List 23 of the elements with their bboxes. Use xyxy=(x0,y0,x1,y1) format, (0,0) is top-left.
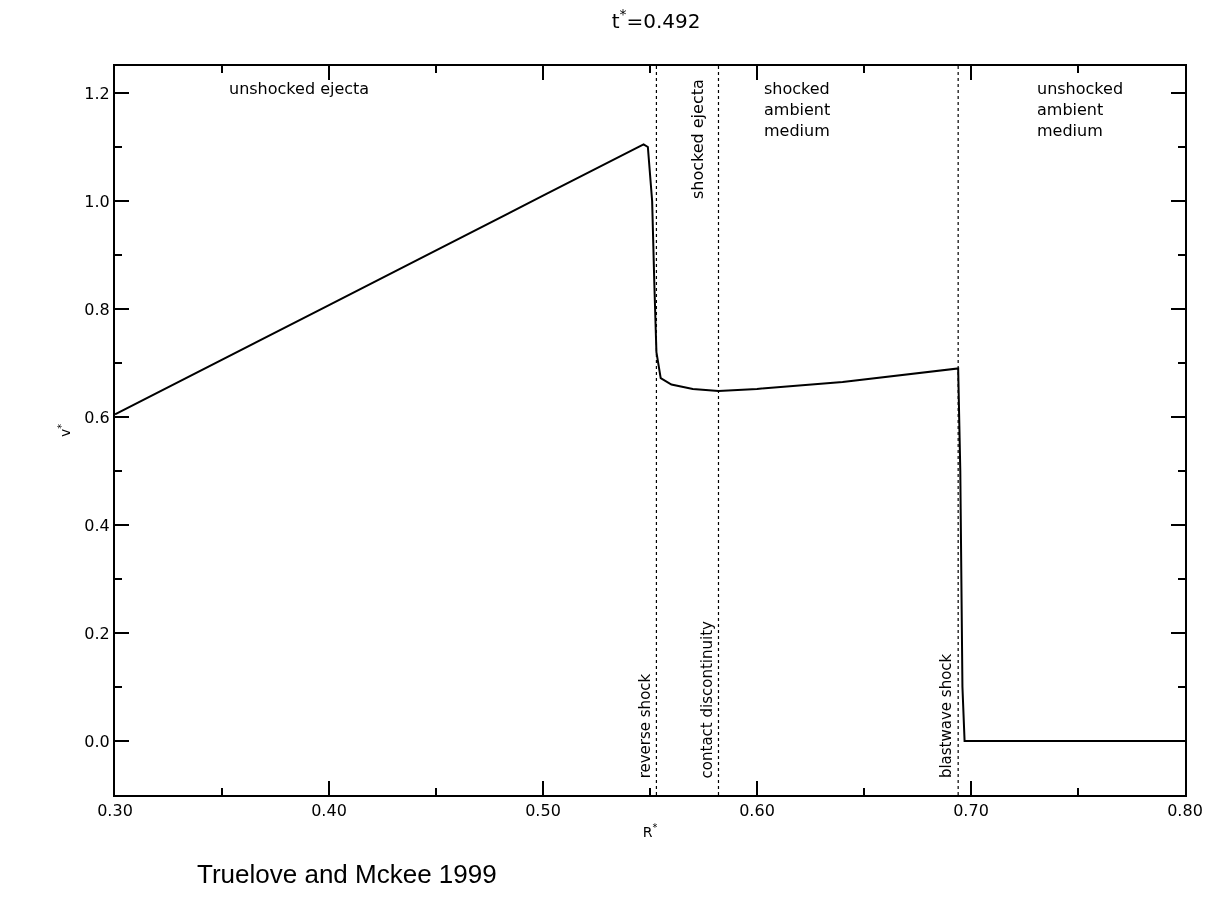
annotation: unshocked ambient medium xyxy=(1037,79,1124,140)
ref-line-label: reverse shock xyxy=(635,673,654,779)
x-tick-label: 0.40 xyxy=(311,801,347,821)
y-tick-label: 0.0 xyxy=(84,731,110,751)
y-tick-label: 0.2 xyxy=(84,623,110,643)
y-tick-label: 0.4 xyxy=(84,515,110,535)
ref-line-label: blastwave shock xyxy=(937,653,956,779)
y-tick-label: 1.0 xyxy=(84,191,110,211)
x-tick-label: 0.60 xyxy=(739,801,775,821)
chart-title: t$^{*}$=0.492 xyxy=(611,6,701,33)
x-tick-label: 0.80 xyxy=(1167,801,1203,821)
y-tick-label: 1.2 xyxy=(84,83,110,103)
x-axis-title: R$^{*}$ xyxy=(642,822,658,840)
y-tick-label: 0.6 xyxy=(84,407,110,427)
annotation: shocked ambient medium xyxy=(764,79,831,140)
x-tick-label: 0.70 xyxy=(953,801,989,821)
x-tick-label: 0.30 xyxy=(97,801,133,821)
annotation: shocked ejecta xyxy=(688,79,708,200)
y-tick-label: 0.8 xyxy=(84,299,110,319)
text: Truelove and Mckee 1999 xyxy=(197,859,497,889)
x-tick-label: 0.50 xyxy=(525,801,561,821)
ref-line-label: contact discontinuity xyxy=(697,620,716,779)
annotation: unshocked ejecta xyxy=(229,79,370,98)
